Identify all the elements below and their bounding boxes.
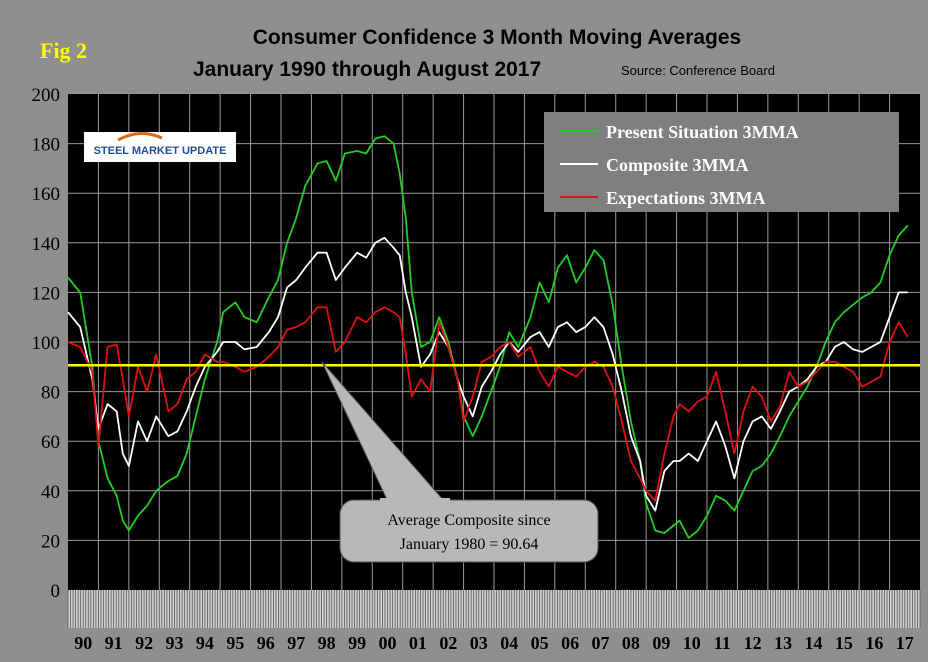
x-tick-label: 98 [318, 633, 336, 653]
x-tick-label: 99 [348, 633, 366, 653]
x-tick-label: 96 [257, 633, 275, 653]
legend-label-present: Present Situation 3MMA [606, 122, 799, 142]
x-tick-label: 12 [744, 633, 762, 653]
x-axis-labels: 90 91 92 93 94 95 96 97 98 99 00 01 02 03 04 05 06 07 08 09… [74, 633, 914, 653]
legend-label-composite: Composite 3MMA [606, 155, 748, 175]
x-tick-label: 02 [439, 633, 457, 653]
legend-box [544, 112, 899, 212]
x-tick-label: 95 [226, 633, 244, 653]
x-tick-label: 00 [379, 633, 397, 653]
y-tick-label: 60 [41, 432, 60, 453]
y-tick-label: 160 [32, 184, 61, 205]
y-axis-ticks: 0 20 40 60 80 100 120 140 160 180 200 [32, 85, 61, 602]
series-line-2 [67, 306, 909, 502]
x-tick-label: 93 [166, 633, 184, 653]
x-tick-label: 97 [287, 633, 305, 653]
x-tick-label: 10 [683, 633, 701, 653]
x-tick-label: 17 [896, 633, 914, 653]
y-tick-label: 20 [41, 531, 60, 552]
x-tick-label: 14 [805, 633, 823, 653]
logo-text: STEEL MARKET UPDATE [94, 145, 227, 157]
chart-title-line1: Consumer Confidence 3 Month Moving Avera… [253, 26, 742, 49]
series-line-1 [67, 236, 908, 512]
logo-swoosh-icon [117, 132, 163, 142]
chart-title-line2: January 1990 through August 2017 [193, 58, 541, 81]
x-tick-label: 16 [865, 633, 883, 653]
x-tick-label: 08 [622, 633, 640, 653]
x-axis-month-ticks [67, 590, 921, 628]
callout-join [380, 498, 450, 504]
series-line-0 [67, 135, 909, 539]
legend-label-expectations: Expectations 3MMA [606, 188, 765, 208]
callout-line2: January 1980 = 90.64 [400, 536, 539, 553]
x-tick-label: 03 [470, 633, 488, 653]
steel-market-update-logo: STEEL MARKET UPDATE [84, 132, 236, 162]
x-tick-label: 91 [105, 633, 123, 653]
x-tick-label: 06 [561, 633, 579, 653]
average-callout: Average Composite since January 1980 = 9… [321, 361, 599, 563]
x-tick-label: 07 [592, 633, 610, 653]
callout-box [339, 499, 599, 563]
x-tick-label: 94 [196, 633, 214, 653]
x-tick-label: 90 [74, 633, 92, 653]
x-tick-label: 05 [531, 633, 549, 653]
callout-line1: Average Composite since [387, 512, 550, 529]
y-tick-label: 180 [32, 135, 61, 156]
x-tick-label: 13 [774, 633, 792, 653]
y-tick-label: 40 [41, 482, 60, 503]
y-tick-label: 80 [41, 383, 60, 404]
x-tick-label: 09 [652, 633, 670, 653]
series-lines [67, 135, 909, 539]
chart-source: Source: Conference Board [621, 63, 775, 78]
y-tick-label: 120 [32, 283, 61, 304]
x-tick-label: 92 [135, 633, 153, 653]
legend: Present Situation 3MMA Composite 3MMA Ex… [544, 112, 899, 212]
y-tick-label: 140 [32, 234, 61, 255]
y-tick-label: 0 [51, 581, 61, 602]
x-tick-label: 15 [835, 633, 853, 653]
fig-label: Fig 2 [40, 38, 87, 63]
x-tick-label: 01 [409, 633, 427, 653]
x-tick-label: 11 [714, 633, 731, 653]
x-tick-label: 04 [500, 633, 518, 653]
y-tick-label: 200 [32, 85, 61, 106]
y-tick-label: 100 [32, 333, 61, 354]
